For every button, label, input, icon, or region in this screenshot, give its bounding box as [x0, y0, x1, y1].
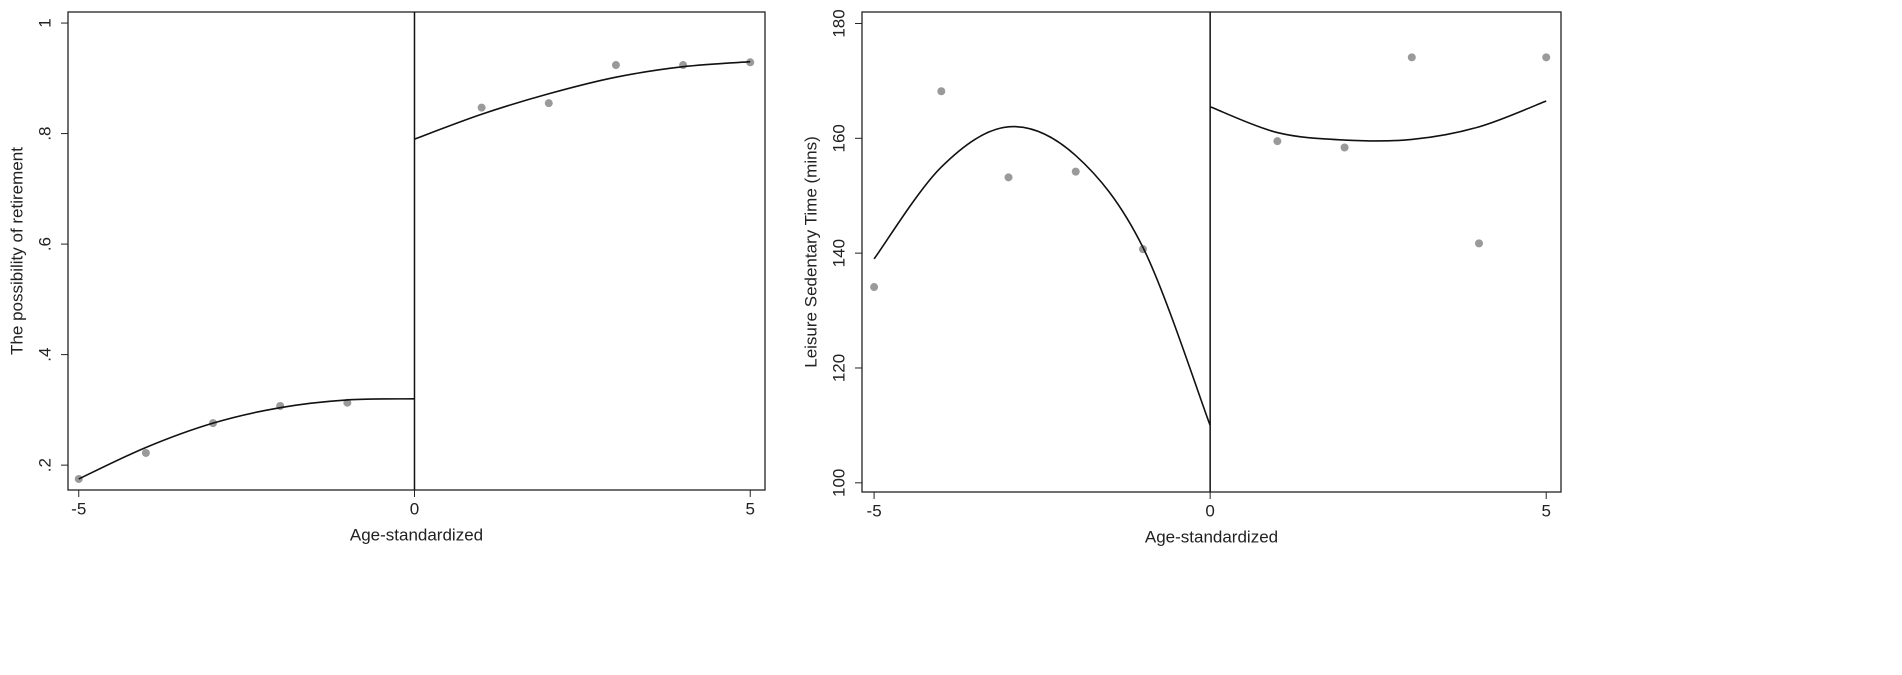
fit-line [873, 125, 1211, 426]
y-axis-label: Leisure Sedentary Time (mins) [801, 136, 820, 367]
fit-line [414, 60, 751, 140]
x-tick-label: -5 [71, 499, 86, 518]
y-tick-label: 160 [829, 124, 848, 152]
y-tick-label: 180 [829, 9, 848, 37]
fit-line [1209, 100, 1547, 142]
plot-frame [861, 11, 1562, 493]
y-axis-label: The possibility of retirement [7, 147, 26, 355]
point [679, 61, 688, 70]
point [1071, 167, 1080, 176]
x-tick-label: 0 [1205, 501, 1214, 520]
plot-frame [67, 11, 766, 491]
y-tick-label: 140 [829, 239, 848, 267]
point [544, 99, 553, 108]
x-tick-label: 0 [410, 499, 419, 518]
y-tick-label: .2 [35, 458, 54, 472]
point [937, 87, 946, 96]
x-tick-label: 5 [745, 499, 754, 518]
x-axis-label: Age-standardized [350, 525, 483, 544]
point [611, 61, 620, 70]
point [1340, 143, 1349, 152]
point [1542, 53, 1551, 62]
x-axis-label: Age-standardized [1145, 527, 1278, 546]
fit-line [78, 398, 415, 480]
y-tick-label: .8 [35, 126, 54, 140]
x-tick-label: -5 [867, 501, 882, 520]
point [141, 448, 150, 457]
point [477, 103, 486, 112]
y-tick-label: 100 [829, 469, 848, 497]
y-tick-label: 120 [829, 354, 848, 382]
point [1407, 53, 1416, 62]
point [870, 283, 879, 292]
point [1475, 239, 1484, 248]
point [1004, 173, 1013, 182]
y-tick-label: 1 [35, 18, 54, 27]
x-tick-label: 5 [1541, 501, 1550, 520]
point [1273, 137, 1282, 146]
y-tick-label: .4 [35, 348, 54, 362]
y-tick-label: .6 [35, 237, 54, 251]
